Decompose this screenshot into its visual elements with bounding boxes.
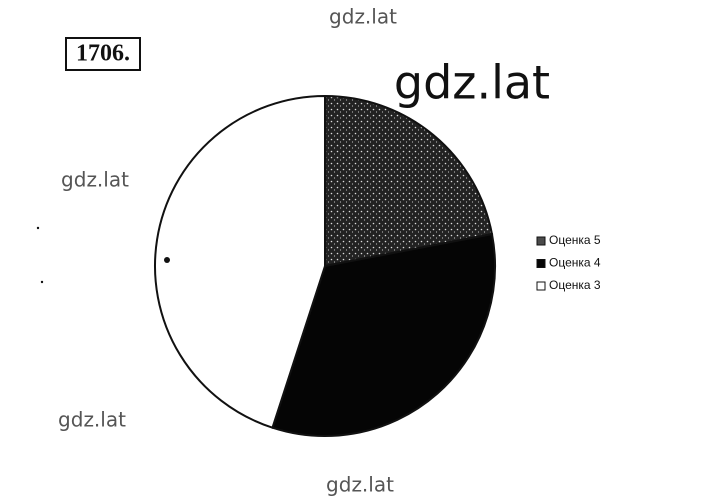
pie-slice bbox=[324, 94, 494, 268]
legend-swatch bbox=[536, 236, 546, 246]
legend-swatch bbox=[536, 281, 546, 291]
watermark: gdz.lat bbox=[326, 473, 394, 497]
problem-number: 1706. bbox=[76, 41, 130, 67]
watermark: gdz.lat bbox=[394, 56, 550, 110]
legend-label: Оценка 3 bbox=[549, 278, 601, 292]
speck bbox=[164, 257, 170, 263]
speck bbox=[36, 226, 40, 230]
pie-slice bbox=[271, 232, 496, 438]
legend-label: Оценка 5 bbox=[549, 233, 601, 247]
speck bbox=[40, 280, 44, 284]
legend-swatch bbox=[536, 259, 546, 268]
legend-label: Оценка 4 bbox=[549, 256, 601, 270]
pie-slice bbox=[153, 94, 326, 429]
watermark: gdz.lat bbox=[58, 408, 126, 432]
problem-box bbox=[65, 37, 141, 71]
watermark: gdz.lat bbox=[61, 168, 129, 192]
watermark: gdz.lat bbox=[329, 5, 397, 29]
